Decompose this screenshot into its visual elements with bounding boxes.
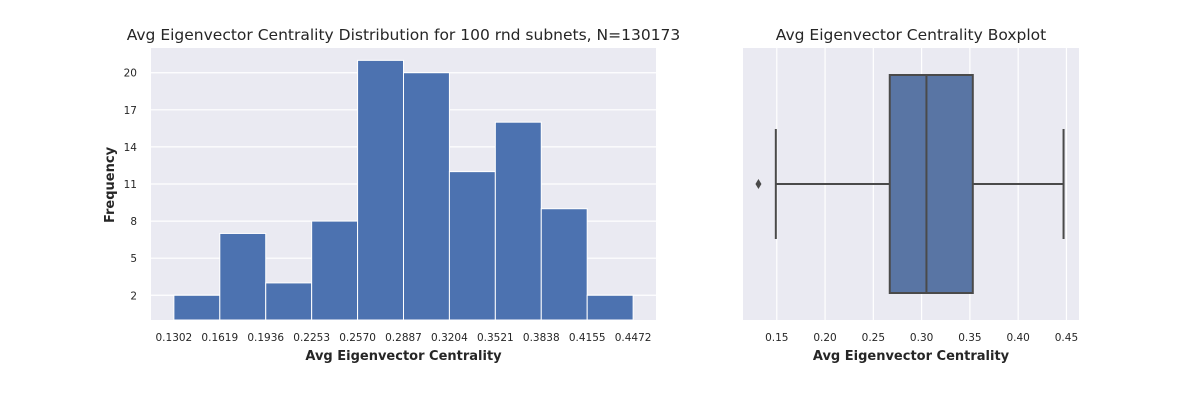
boxplot-x-tick-label: 0.35 <box>958 332 981 344</box>
boxplot-x-tick-label: 0.25 <box>862 332 885 344</box>
histogram-bar <box>219 232 267 321</box>
histogram-bar <box>403 72 450 321</box>
histogram-y-axis-label: Frequency <box>103 146 118 223</box>
histogram-y-ticks: 2 5 8 11 14 17 20 <box>124 68 138 303</box>
histogram-x-axis-label: Avg Eigenvector Centrality <box>305 349 502 364</box>
histogram-y-tick-label: 2 <box>130 290 137 302</box>
histogram-y-tick-label: 11 <box>124 179 137 191</box>
histogram-bar <box>311 220 359 321</box>
histogram-y-tick-label: 5 <box>130 253 137 265</box>
histogram-title: Avg Eigenvector Centrality Distribution … <box>127 26 681 44</box>
boxplot-box <box>888 74 974 294</box>
histogram-chart: 2 5 8 11 14 17 20 0.1302 0.1619 0.1936 0.2253 0.25… <box>103 26 680 364</box>
boxplot-x-tick-label: 0.15 <box>765 332 788 344</box>
histogram-bar <box>448 171 496 321</box>
histogram-x-tick-label: 0.2253 <box>293 332 330 344</box>
boxplot-x-tick-label: 0.40 <box>1006 332 1029 344</box>
histogram-x-tick-label: 0.2887 <box>385 332 422 344</box>
histogram-x-tick-label: 0.3521 <box>477 332 514 344</box>
histogram-bar <box>540 208 588 321</box>
boxplot-x-ticks: 0.15 0.20 0.25 0.30 0.35 0.40 0.45 <box>765 332 1078 344</box>
histogram-bar <box>357 59 404 321</box>
boxplot-x-tick-label: 0.45 <box>1055 332 1078 344</box>
histogram-bars <box>173 59 634 321</box>
histogram-x-tick-label: 0.1619 <box>201 332 238 344</box>
histogram-bar <box>173 294 221 321</box>
boxplot-x-tick-label: 0.30 <box>910 332 933 344</box>
boxplot-x-axis-label: Avg Eigenvector Centrality <box>813 349 1010 364</box>
histogram-x-tick-label: 0.1936 <box>247 332 284 344</box>
histogram-y-tick-label: 8 <box>130 216 137 228</box>
histogram-bar <box>494 121 542 321</box>
boxplot-x-tick-label: 0.20 <box>813 332 836 344</box>
histogram-x-tick-label: 0.4155 <box>569 332 606 344</box>
histogram-x-tick-label: 0.2570 <box>339 332 376 344</box>
histogram-bar <box>586 294 634 321</box>
histogram-x-tick-label: 0.4472 <box>615 332 652 344</box>
histogram-y-tick-label: 20 <box>124 68 137 80</box>
histogram-x-tick-label: 0.3838 <box>523 332 560 344</box>
boxplot-chart: 0.15 0.20 0.25 0.30 0.35 0.40 0.45 Avg Eigenve… <box>743 26 1079 364</box>
histogram-x-ticks: 0.1302 0.1619 0.1936 0.2253 0.2570 0.2887 0.32… <box>156 332 652 344</box>
histogram-bar <box>265 282 313 321</box>
boxplot-marks <box>755 74 1065 294</box>
histogram-y-tick-label: 17 <box>124 105 137 117</box>
boxplot-title: Avg Eigenvector Centrality Boxplot <box>776 26 1046 44</box>
boxplot-outlier <box>755 179 762 189</box>
histogram-y-tick-label: 14 <box>124 142 138 154</box>
histogram-x-tick-label: 0.3204 <box>431 332 468 344</box>
histogram-x-tick-label: 0.1302 <box>156 332 193 344</box>
